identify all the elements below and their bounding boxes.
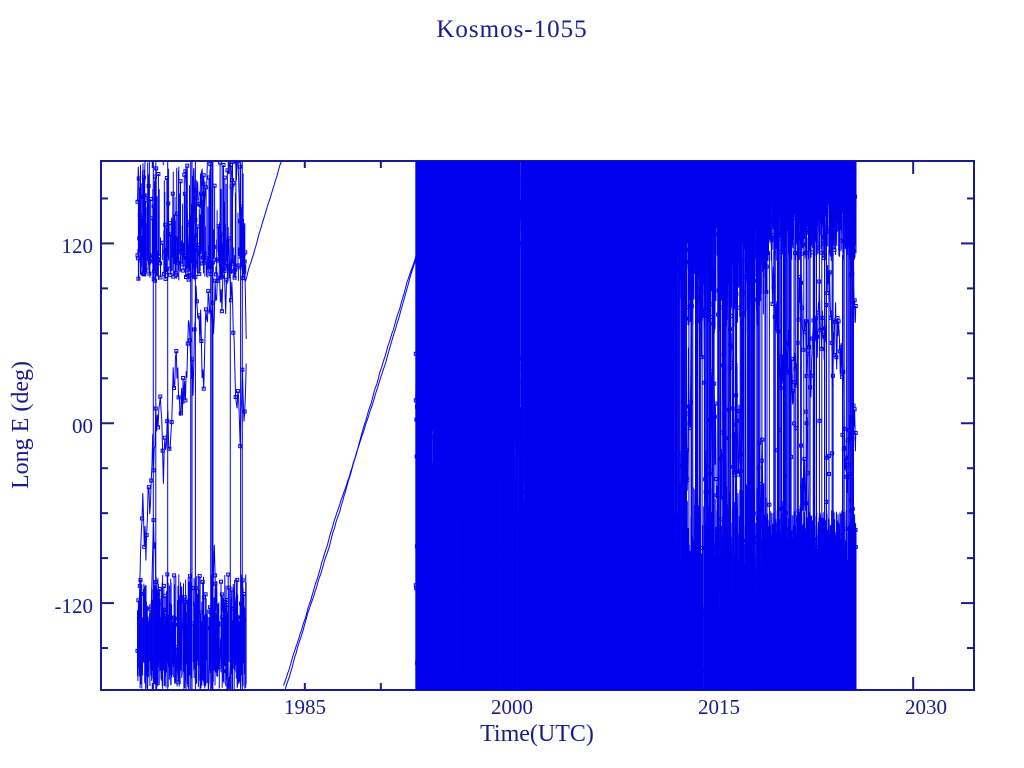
y-axis-title: Long E (deg) <box>8 361 34 489</box>
x-tick-label-2015: 2015 <box>698 695 740 719</box>
x-axis-title: Time(UTC) <box>480 721 594 747</box>
y-tick-label-120: 120 <box>62 234 94 258</box>
y-tick-label-neg120: -120 <box>55 594 94 618</box>
page-title: Kosmos-1055 <box>436 16 588 43</box>
x-tick-label-1985: 1985 <box>284 695 326 719</box>
x-tick-label-2030: 2030 <box>905 695 947 719</box>
x-tick-label-2000: 2000 <box>491 695 533 719</box>
data-series-longitude <box>135 161 858 690</box>
y-tick-label-0: 00 <box>72 414 93 438</box>
